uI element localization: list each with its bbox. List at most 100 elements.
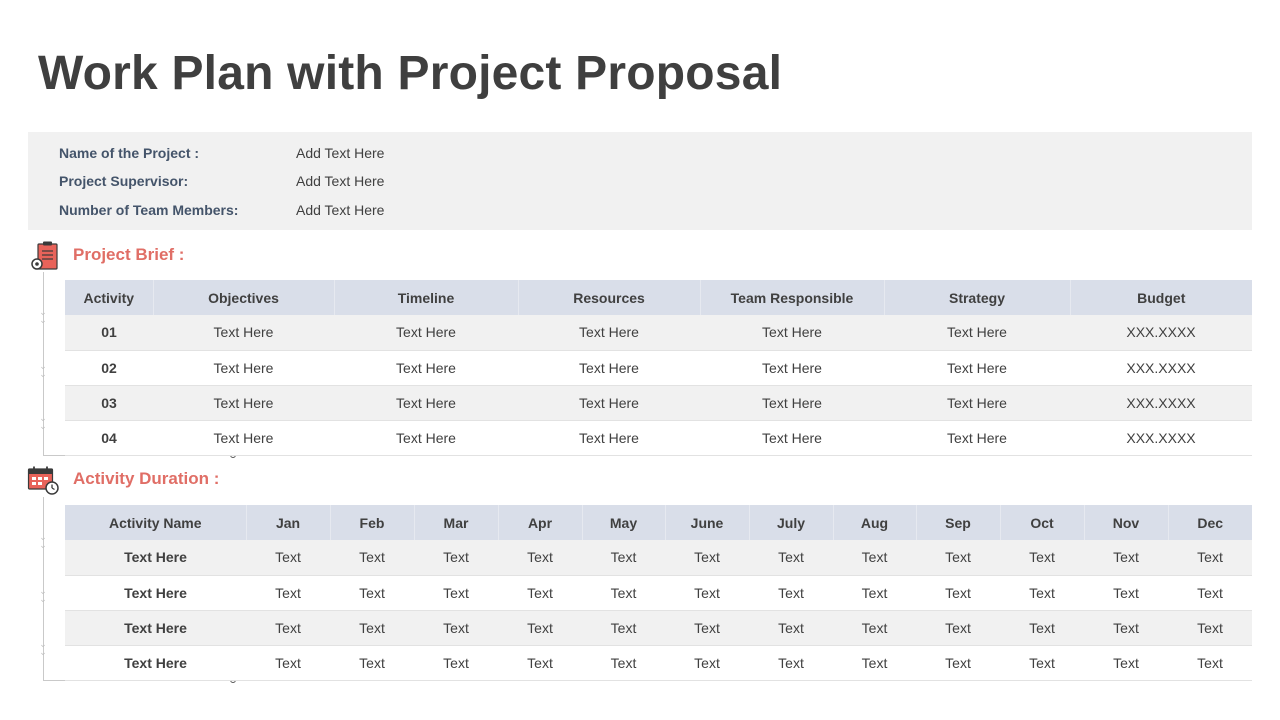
table-cell: Text Here — [334, 315, 518, 351]
chevron-down-icon: ⌄ ⌄ — [39, 586, 47, 604]
column-header: Dec — [1168, 505, 1252, 540]
table-cell: Text — [749, 575, 833, 611]
table-cell: Text — [665, 610, 749, 646]
project-brief-heading: Project Brief : — [73, 245, 185, 264]
column-header: Nov — [1084, 505, 1169, 540]
column-header: June — [665, 505, 750, 540]
table-cell: Text Here — [700, 420, 884, 456]
table-cell: Text — [665, 645, 749, 681]
calendar-clock-icon — [27, 465, 60, 501]
info-label: Number of Team Members: — [59, 202, 239, 218]
column-header: Activity — [65, 280, 154, 315]
table-cell: Text — [1168, 540, 1252, 576]
timeline-rail-end — [43, 680, 230, 681]
timeline-rail — [43, 272, 44, 455]
table-cell: Text Here — [153, 385, 334, 421]
table-cell: Text — [330, 540, 414, 576]
column-header: Strategy — [884, 280, 1071, 315]
table-cell: Text — [833, 575, 916, 611]
chevron-down-icon: ⌄ ⌄ — [39, 307, 47, 325]
table-cell: Text — [916, 540, 1000, 576]
table-cell: Text Here — [153, 420, 334, 456]
table-cell: Text — [582, 645, 665, 681]
table-cell: 01 — [65, 315, 153, 351]
table-cell: Text Here — [884, 420, 1070, 456]
table-cell: Text — [1000, 540, 1084, 576]
table-cell: Text — [330, 645, 414, 681]
table-cell: Text — [833, 540, 916, 576]
table-cell: Text — [414, 610, 498, 646]
table-row: 01 Text Here Text Here Text Here Text He… — [65, 315, 1252, 351]
column-header: Activity Name — [65, 505, 247, 540]
table-cell: Text — [665, 575, 749, 611]
table-cell: Text — [916, 645, 1000, 681]
project-brief-table: Activity Objectives Timeline Resources T… — [65, 280, 1252, 456]
table-row: 02 Text Here Text Here Text Here Text He… — [65, 350, 1252, 386]
project-info-panel: Name of the Project : Add Text Here Proj… — [28, 132, 1252, 230]
table-cell: Text — [1168, 645, 1252, 681]
info-label: Name of the Project : — [59, 145, 200, 161]
table-cell: Text — [916, 575, 1000, 611]
table-cell: Text Here — [700, 385, 884, 421]
column-header: Objectives — [153, 280, 335, 315]
table-row: Text Here Text Text Text Text Text Text … — [65, 610, 1252, 646]
table-cell: XXX.XXXX — [1070, 350, 1252, 386]
table-cell: Text Here — [884, 350, 1070, 386]
table-row: 03 Text Here Text Here Text Here Text He… — [65, 385, 1252, 421]
activity-duration-table: Activity Name Jan Feb Mar Apr May June J… — [65, 505, 1252, 681]
timeline-rail-end — [43, 455, 230, 456]
table-cell: Text Here — [65, 540, 246, 576]
column-header: Timeline — [334, 280, 519, 315]
table-cell: Text — [582, 575, 665, 611]
column-header: Resources — [518, 280, 701, 315]
clipboard-gear-icon — [30, 240, 60, 277]
table-cell: Text — [1084, 540, 1168, 576]
table-cell: 03 — [65, 385, 153, 421]
info-value: Add Text Here — [296, 202, 385, 218]
table-cell: Text Here — [334, 420, 518, 456]
table-cell: Text Here — [153, 350, 334, 386]
table-row: Text Here Text Text Text Text Text Text … — [65, 645, 1252, 681]
table-cell: Text — [246, 540, 330, 576]
table-cell: Text — [414, 575, 498, 611]
column-header: Mar — [414, 505, 499, 540]
table-cell: Text Here — [334, 385, 518, 421]
table-cell: Text — [916, 610, 1000, 646]
column-header: Aug — [833, 505, 917, 540]
table-cell: Text Here — [884, 385, 1070, 421]
column-header: Oct — [1000, 505, 1085, 540]
info-label: Project Supervisor: — [59, 173, 189, 189]
table-header-row: Activity Objectives Timeline Resources T… — [65, 280, 1252, 315]
table-cell: Text Here — [153, 315, 334, 351]
column-header: Feb — [330, 505, 415, 540]
column-header: July — [749, 505, 834, 540]
table-cell: Text Here — [65, 645, 246, 681]
table-cell: Text Here — [518, 315, 700, 351]
table-cell: Text — [246, 610, 330, 646]
table-cell: Text — [582, 610, 665, 646]
page-title: Work Plan with Project Proposal — [38, 47, 783, 100]
table-header-row: Activity Name Jan Feb Mar Apr May June J… — [65, 505, 1252, 540]
table-cell: Text — [1168, 610, 1252, 646]
table-cell: Text — [414, 540, 498, 576]
chevron-down-icon: ⌄ ⌄ — [39, 361, 47, 379]
table-cell: Text — [833, 610, 916, 646]
table-cell: Text — [246, 645, 330, 681]
table-cell: Text — [1084, 575, 1168, 611]
table-cell: XXX.XXXX — [1070, 385, 1252, 421]
table-cell: Text Here — [700, 350, 884, 386]
column-header: Apr — [498, 505, 583, 540]
info-value: Add Text Here — [296, 173, 385, 189]
table-cell: Text Here — [518, 420, 700, 456]
table-cell: XXX.XXXX — [1070, 420, 1252, 456]
table-cell: Text — [1000, 610, 1084, 646]
table-cell: Text — [414, 645, 498, 681]
table-row: Text Here Text Text Text Text Text Text … — [65, 540, 1252, 576]
table-row: 04 Text Here Text Here Text Here Text He… — [65, 420, 1252, 456]
chevron-down-icon: ⌄ ⌄ — [39, 532, 47, 550]
column-header: Budget — [1070, 280, 1252, 315]
table-cell: Text — [1084, 645, 1168, 681]
table-cell: Text Here — [65, 575, 246, 611]
table-cell: Text Here — [518, 350, 700, 386]
table-cell: Text — [1084, 610, 1168, 646]
